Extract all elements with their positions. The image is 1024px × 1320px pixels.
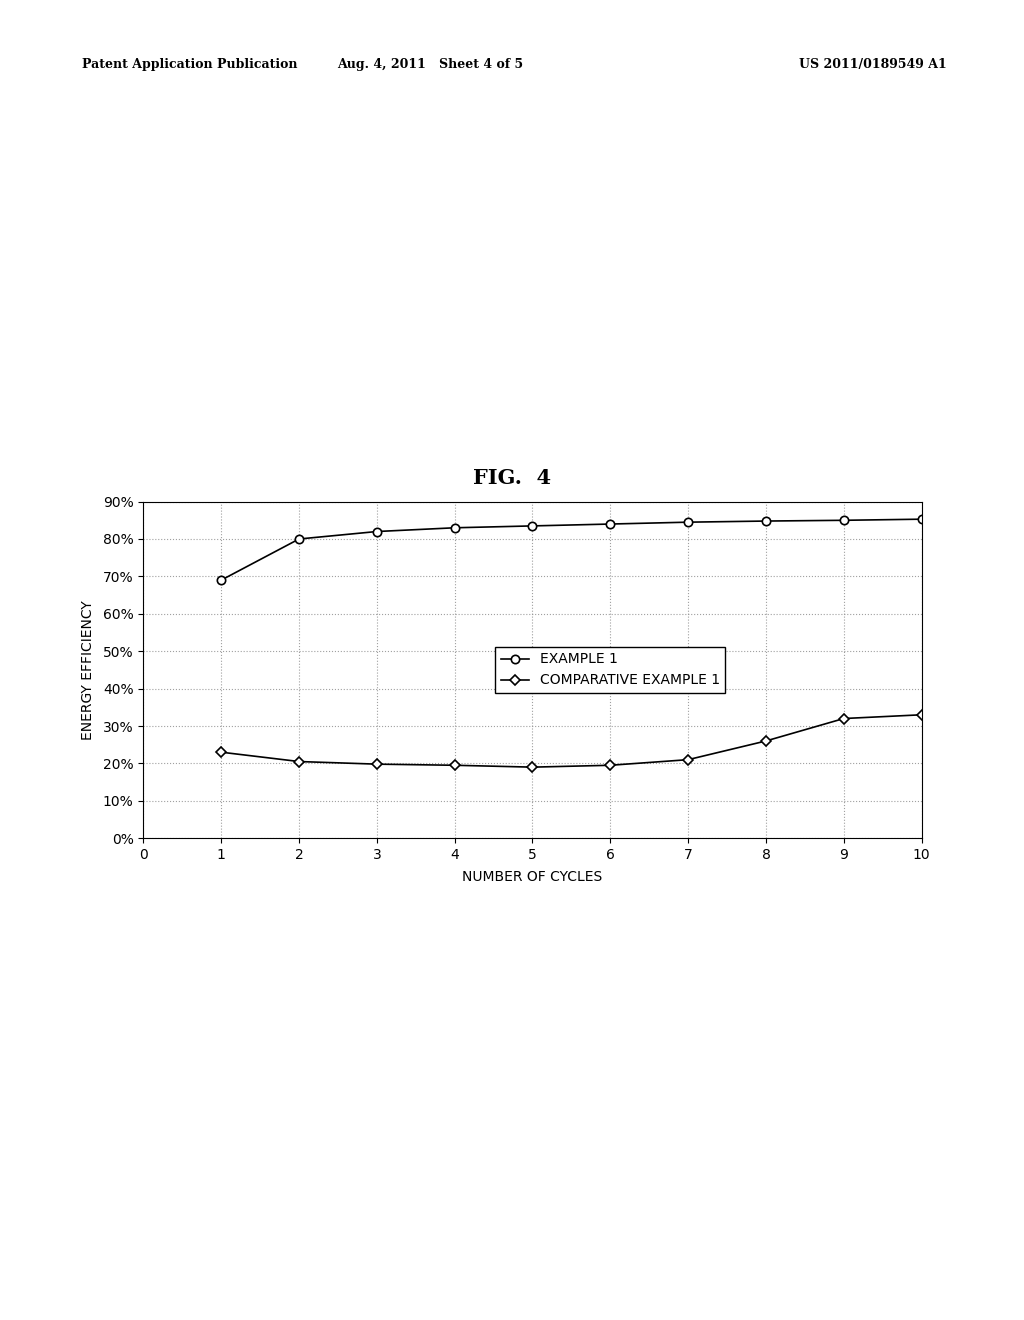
COMPARATIVE EXAMPLE 1 — [293, 754, 305, 770]
EXAMPLE 1 — [838, 512, 850, 528]
COMPARATIVE EXAMPLE 1 — [526, 759, 539, 775]
COMPARATIVE EXAMPLE 1 — [449, 758, 461, 774]
COMPARATIVE EXAMPLE 1 — [682, 751, 694, 767]
Line: EXAMPLE 1: EXAMPLE 1 — [217, 515, 926, 585]
EXAMPLE 1 — [215, 573, 227, 589]
COMPARATIVE EXAMPLE 1 — [760, 733, 772, 748]
Y-axis label: ENERGY EFFICIENCY: ENERGY EFFICIENCY — [81, 601, 94, 739]
Text: Patent Application Publication: Patent Application Publication — [82, 58, 297, 71]
EXAMPLE 1 — [293, 531, 305, 546]
Text: Aug. 4, 2011   Sheet 4 of 5: Aug. 4, 2011 Sheet 4 of 5 — [337, 58, 523, 71]
COMPARATIVE EXAMPLE 1 — [215, 744, 227, 760]
EXAMPLE 1 — [915, 511, 928, 527]
COMPARATIVE EXAMPLE 1 — [371, 756, 383, 772]
Line: COMPARATIVE EXAMPLE 1: COMPARATIVE EXAMPLE 1 — [218, 711, 925, 771]
COMPARATIVE EXAMPLE 1 — [838, 710, 850, 726]
EXAMPLE 1 — [371, 524, 383, 540]
EXAMPLE 1 — [760, 513, 772, 529]
EXAMPLE 1 — [526, 517, 539, 533]
COMPARATIVE EXAMPLE 1 — [604, 758, 616, 774]
EXAMPLE 1 — [604, 516, 616, 532]
EXAMPLE 1 — [449, 520, 461, 536]
EXAMPLE 1 — [682, 515, 694, 531]
COMPARATIVE EXAMPLE 1 — [915, 708, 928, 723]
Legend: EXAMPLE 1, COMPARATIVE EXAMPLE 1: EXAMPLE 1, COMPARATIVE EXAMPLE 1 — [496, 647, 725, 693]
X-axis label: NUMBER OF CYCLES: NUMBER OF CYCLES — [463, 870, 602, 884]
Text: FIG.  4: FIG. 4 — [473, 467, 551, 488]
Text: US 2011/0189549 A1: US 2011/0189549 A1 — [799, 58, 946, 71]
